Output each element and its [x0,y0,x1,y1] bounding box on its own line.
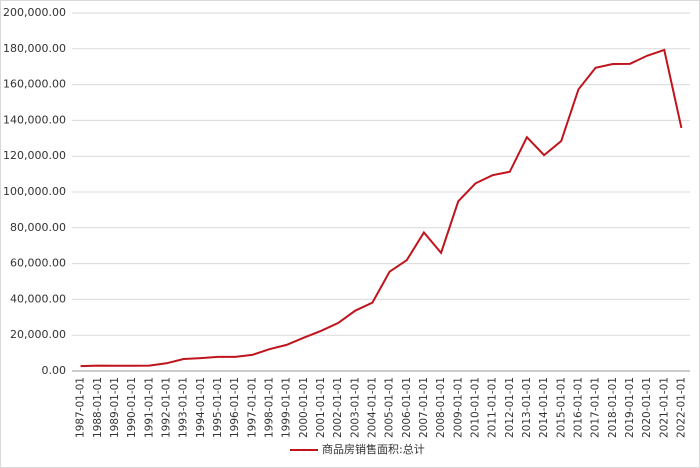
y-tick-label: 180,000.00 [3,42,66,55]
x-tick-label: 1998-01-01 [263,377,275,438]
x-tick-label: 2017-01-01 [590,377,602,438]
x-tick-label: 2018-01-01 [607,377,619,438]
x-tick-label: 2021-01-01 [658,377,670,438]
x-tick-label: 1987-01-01 [75,377,87,438]
x-tick-label: 2008-01-01 [435,377,447,438]
x-tick-label: 1991-01-01 [143,377,155,438]
x-tick-label: 1996-01-01 [229,377,241,438]
y-tick-label: 120,000.00 [3,149,66,162]
x-tick-label: 2007-01-01 [418,377,430,438]
x-tick-label: 2015-01-01 [555,377,567,438]
x-tick-label: 2005-01-01 [384,377,396,438]
x-tick-label: 2000-01-01 [298,377,310,438]
x-tick-label: 1994-01-01 [195,377,207,438]
y-tick-label: 140,000.00 [3,113,66,126]
y-tick-label: 200,000.00 [3,6,66,19]
y-tick-label: 20,000.00 [10,328,66,341]
y-tick-label: 160,000.00 [3,78,66,91]
x-tick-label: 1997-01-01 [246,377,258,438]
x-tick-label: 2020-01-01 [641,377,653,438]
x-tick-label: 1989-01-01 [109,377,121,438]
y-tick-label: 40,000.00 [10,292,66,305]
x-tick-label: 2022-01-01 [675,377,687,438]
x-tick-label: 1992-01-01 [160,377,172,438]
x-tick-label: 1988-01-01 [92,377,104,438]
x-tick-label: 1999-01-01 [281,377,293,438]
x-tick-label: 2010-01-01 [469,377,481,438]
x-tick-label: 2011-01-01 [487,377,499,438]
x-tick-label: 2014-01-01 [538,377,550,438]
x-tick-label: 2013-01-01 [521,377,533,438]
y-tick-label: 100,000.00 [3,185,66,198]
x-tick-label: 2016-01-01 [572,377,584,438]
data-line [80,48,683,368]
y-tick-label: 60,000.00 [10,257,66,270]
x-tick-label: 2004-01-01 [366,377,378,438]
x-tick-label: 2012-01-01 [504,377,516,438]
x-tick-label: 2002-01-01 [332,377,344,438]
x-tick-label: 2001-01-01 [315,377,327,438]
x-tick-label: 2009-01-01 [452,377,464,438]
x-tick-label: 2019-01-01 [624,377,636,438]
x-tick-label: 1993-01-01 [178,377,190,438]
x-tick-label: 2003-01-01 [349,377,361,438]
legend-label: 商品房销售面积:总计 [322,442,425,456]
x-tick-label: 1990-01-01 [126,377,138,438]
y-tick-label: 80,000.00 [10,221,66,234]
y-tick-label: 0.00 [42,364,67,377]
x-tick-label: 2006-01-01 [401,377,413,438]
x-tick-label: 1995-01-01 [212,377,224,438]
